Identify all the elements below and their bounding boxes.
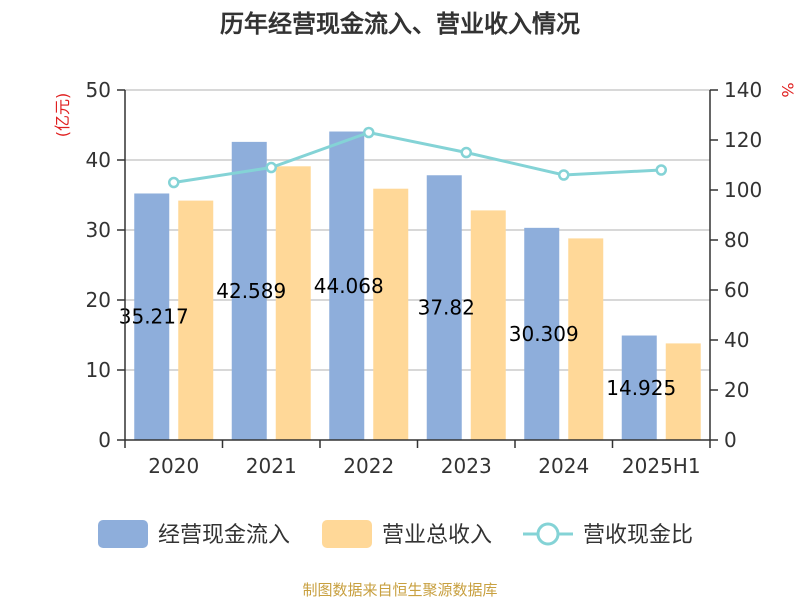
x-axis-tick-label: 2023 bbox=[441, 454, 492, 478]
legend: 经营现金流入 营业总收入 营收现金比 bbox=[98, 520, 693, 548]
right-axis-tick-label: 0 bbox=[724, 428, 737, 452]
left-axis-tick-label: 30 bbox=[86, 218, 111, 242]
left-axis-tick-label: 0 bbox=[98, 428, 111, 452]
left-axis-tick-label: 10 bbox=[86, 358, 111, 382]
bar-revenue bbox=[568, 238, 604, 440]
right-axis-tick-label: 40 bbox=[724, 328, 749, 352]
left-axis-tick-label: 50 bbox=[86, 78, 111, 102]
bar-cash-inflow bbox=[524, 227, 560, 440]
ratio-point bbox=[460, 146, 472, 159]
bar-revenue bbox=[373, 188, 409, 440]
bar-revenue bbox=[275, 166, 311, 441]
chart-title: 历年经营现金流入、营业收入情况 bbox=[220, 10, 580, 38]
right-axis-tick-label: 80 bbox=[724, 228, 749, 252]
x-axis-tick-label: 2020 bbox=[148, 454, 199, 478]
right-axis-unit: % bbox=[778, 82, 797, 97]
bar-revenue bbox=[665, 343, 701, 440]
bar-group bbox=[134, 131, 701, 441]
right-axis-tick-label: 60 bbox=[724, 278, 749, 302]
ratio-point bbox=[558, 169, 570, 181]
bar-cash-inflow bbox=[426, 175, 462, 440]
right-axis-tick-label: 120 bbox=[724, 128, 762, 152]
legend-label-cash-inflow: 经营现金流入 bbox=[158, 523, 290, 548]
ratio-point bbox=[655, 164, 667, 176]
ratio-point bbox=[363, 126, 375, 139]
legend-swatch-cash-inflow bbox=[98, 520, 148, 548]
ratio-point bbox=[265, 161, 277, 174]
right-axis-tick-label: 140 bbox=[724, 78, 762, 102]
legend-marker-ratio bbox=[536, 522, 560, 546]
data-labels: 35.217 42.589 44.068 37.82 30.309 14.925 bbox=[119, 274, 676, 400]
left-axis-tick-label: 40 bbox=[86, 148, 111, 172]
data-label-cash-inflow: 14.925 bbox=[606, 376, 676, 400]
x-axis-tick-label: 2022 bbox=[343, 454, 394, 478]
right-axis-tick-label: 20 bbox=[724, 378, 749, 402]
ratio-line bbox=[168, 126, 667, 189]
legend-label-revenue: 营业总收入 bbox=[382, 523, 492, 548]
data-label-cash-inflow: 35.217 bbox=[119, 305, 189, 329]
bar-revenue bbox=[470, 210, 506, 440]
bar-cash-inflow bbox=[134, 193, 170, 440]
ratio-line-path bbox=[173, 130, 662, 184]
ratio-point bbox=[168, 176, 180, 189]
right-axis-tick-label: 100 bbox=[724, 178, 762, 202]
x-axis-tick-label: 2024 bbox=[538, 454, 589, 478]
data-label-cash-inflow: 42.589 bbox=[216, 279, 286, 303]
bar-cash-inflow bbox=[621, 335, 657, 440]
data-label-cash-inflow: 37.82 bbox=[418, 296, 475, 320]
data-label-cash-inflow: 30.309 bbox=[509, 322, 579, 346]
left-axis-unit: (亿元) bbox=[53, 93, 72, 138]
x-axis-tick-label: 2021 bbox=[246, 454, 297, 478]
x-axis-tick-label: 2025H1 bbox=[622, 454, 701, 478]
left-axis-tick-label: 20 bbox=[86, 288, 111, 312]
data-label-cash-inflow: 44.068 bbox=[314, 274, 384, 298]
legend-swatch-revenue bbox=[322, 520, 372, 548]
bar-cash-inflow bbox=[329, 131, 365, 441]
legend-label-ratio: 营收现金比 bbox=[583, 523, 693, 548]
gridlines bbox=[125, 89, 710, 371]
bar-cash-inflow bbox=[231, 141, 267, 440]
axes: 0 10 20 30 40 50 0 20 40 60 80 100 120 140 2020 2021 202… bbox=[86, 78, 763, 478]
bar-revenue bbox=[178, 200, 214, 440]
source-note: 制图数据来自恒生聚源数据库 bbox=[302, 581, 497, 599]
